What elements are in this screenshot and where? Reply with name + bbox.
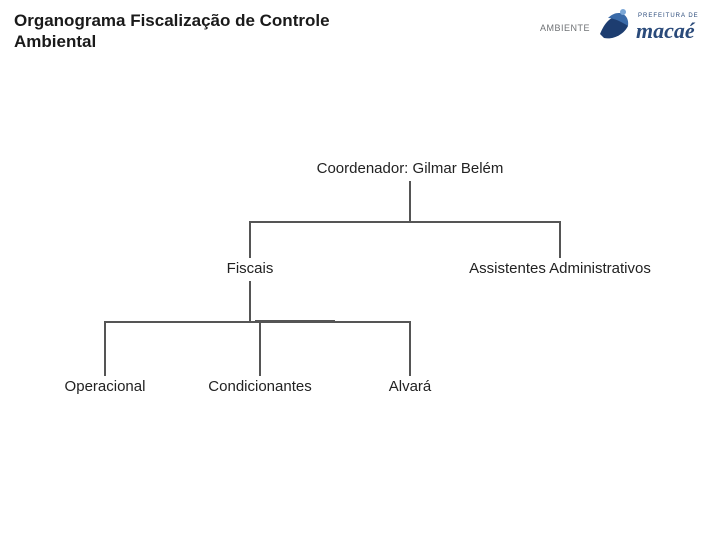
org-connector — [559, 221, 561, 258]
org-node-root: Coordenador: Gilmar Belém — [317, 160, 504, 177]
org-node-alvara: Alvará — [389, 378, 432, 395]
macae-logo: PREFEITURA DE macaé — [598, 4, 708, 52]
org-connector — [104, 321, 106, 376]
org-node-oper: Operacional — [65, 378, 146, 395]
logo-shape-3 — [620, 9, 626, 15]
ambiente-label: AMBIENTE — [540, 23, 590, 33]
org-connector-extra — [255, 320, 335, 322]
org-connector — [249, 221, 251, 258]
page-title: Organograma Fiscalização de Controle Amb… — [14, 10, 374, 53]
org-connector — [409, 321, 411, 376]
header-logo-area: AMBIENTE PREFEITURA DE macaé — [540, 4, 708, 52]
org-node-fiscais: Fiscais — [227, 260, 274, 277]
org-node-cond: Condicionantes — [208, 378, 311, 395]
org-connector — [409, 181, 411, 221]
org-connector — [250, 221, 560, 223]
org-connector — [249, 281, 251, 321]
logo-main-text: macaé — [636, 18, 696, 43]
org-connector — [259, 321, 261, 376]
org-node-assist: Assistentes Administrativos — [469, 260, 651, 277]
